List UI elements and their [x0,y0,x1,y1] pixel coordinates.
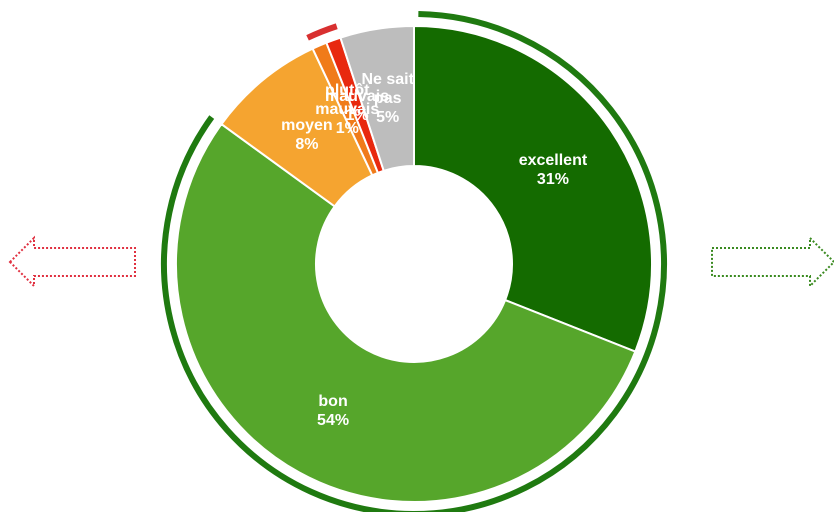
value-label: 1% [345,106,369,124]
value-label: 8% [295,135,319,153]
donut-segment [413,24,653,353]
category-label: Ne sait pas [361,70,414,107]
value-label: 5% [376,108,400,126]
donut-segment [175,122,637,503]
segment-label: mauvais 1% [317,87,397,125]
segment-label: Ne sait pas 5% [348,70,428,127]
positive-bracket [161,11,667,512]
value-label: 31% [536,170,569,188]
segment-label: bon 54% [293,392,373,430]
right-arrow [711,235,834,289]
segment-label: moyen 8% [267,116,347,154]
segment-label: plutôt mauvais 1% [307,81,387,138]
donut-segment [339,24,415,173]
negative-bracket [306,23,338,41]
left-arrow [8,235,136,289]
value-label: 1% [335,120,359,138]
category-label: mauvais [325,87,390,105]
category-label: bon [318,393,348,411]
category-label: plutôt mauvais [315,82,380,119]
value-label: 54% [317,412,350,430]
segment-label: excellent 31% [513,151,593,189]
category-label: moyen [281,116,333,134]
category-label: excellent [518,151,588,169]
